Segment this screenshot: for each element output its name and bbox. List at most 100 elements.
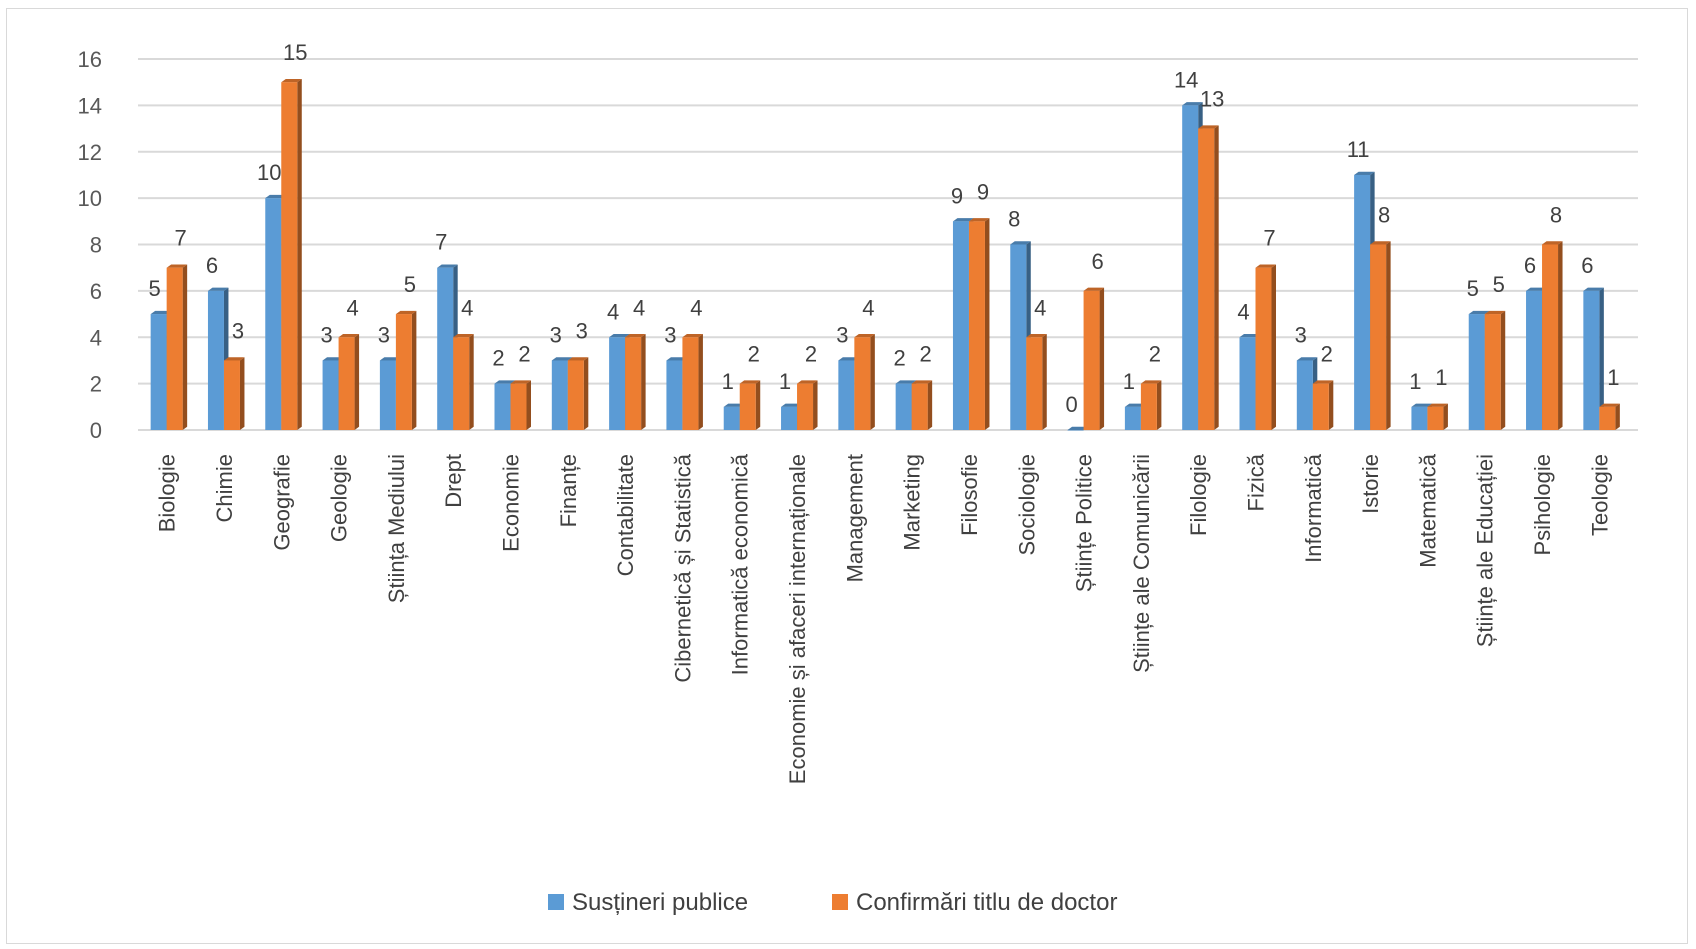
data-label: 0 [1065,392,1077,417]
y-tick-label: 0 [90,418,102,443]
bar [1484,310,1506,430]
bar-front [1354,174,1371,430]
data-label: 6 [1581,253,1593,278]
bar-top [739,380,761,384]
data-label: 5 [404,272,416,297]
bar-top [1370,241,1391,245]
bar-front [437,267,454,430]
data-label: 6 [1091,249,1103,274]
category-label: Biologie [155,454,180,532]
bar-top [1124,403,1146,407]
bar-top [666,357,687,361]
bar-front [1010,244,1027,430]
bar-top [682,334,703,338]
bar-top [625,334,646,338]
bar-front [838,360,855,430]
bar-top [551,357,573,361]
bar-top [1583,287,1604,291]
bar-top [567,357,589,361]
data-label: 1 [779,369,791,394]
bar-side [469,334,474,430]
data-label: 4 [607,299,619,324]
data-label: 1 [1409,369,1421,394]
bar-side [526,380,531,430]
data-label: 2 [805,342,817,367]
data-label: 7 [1263,226,1275,251]
bar-top [1312,380,1334,384]
bar-front [1296,360,1313,430]
category-label: Drept [441,454,466,508]
data-label: 5 [149,276,161,301]
bar-side [927,380,933,430]
bar-top [166,264,188,268]
bar-side [813,380,818,430]
bar-side [1042,334,1047,430]
y-tick-label: 10 [78,186,102,211]
data-label: 3 [320,322,332,347]
bar-front [322,360,339,430]
bar-top [1599,403,1620,407]
bar-side [1443,403,1448,430]
category-label: Științe Politice [1072,454,1097,592]
data-label: 4 [862,295,874,320]
data-label: 3 [836,322,848,347]
bar-side [411,310,417,430]
data-label: 11 [1347,137,1370,162]
bar-front [854,337,871,430]
category-label: Psihologie [1530,454,1555,556]
bar [682,334,703,430]
category-label: Geologie [327,454,352,542]
bar-front [781,406,798,430]
bar-front [265,198,282,430]
data-label: 4 [690,295,702,320]
bar-side [755,380,761,430]
data-label: 2 [894,346,906,371]
bar [1083,287,1105,430]
data-label: 1 [722,369,734,394]
data-label: 3 [664,322,676,347]
bar-front [1599,406,1616,430]
data-label: 3 [550,322,562,347]
data-label: 8 [1550,203,1562,228]
data-label: 6 [206,253,218,278]
category-label: Informatică [1301,453,1326,563]
category-label: Economie [499,454,524,552]
data-label: 2 [1321,342,1333,367]
bar [1026,334,1047,430]
bar [510,380,531,430]
bar-front [682,337,699,430]
bar-top [1083,287,1105,291]
bar-side [641,334,646,430]
bar-front [1370,244,1387,430]
bar-side [297,78,302,431]
bar-side [239,357,245,430]
bar-front [1182,105,1199,430]
category-label: Contabilitate [613,454,638,576]
category-label: Economie și afaceri internaționale [785,454,810,784]
bar-side [1099,287,1105,430]
bar [1370,241,1391,430]
bar-top [1411,403,1432,407]
bar-top [281,78,302,83]
y-tick-label: 4 [90,325,102,350]
bar [1583,287,1604,430]
category-label: Sociologie [1014,454,1039,556]
data-label: 1 [1435,365,1447,390]
bar-side [1328,380,1334,430]
bar-front [1239,337,1256,430]
bar-side [1271,264,1276,430]
category-label: Filosofie [957,454,982,536]
bar-top [968,218,990,222]
bar-front [797,383,814,430]
data-label: 5 [1467,276,1479,301]
bar [338,334,360,430]
bar-front [207,290,224,430]
bar-top [781,403,802,407]
bar-front [223,360,240,430]
bar-top [723,403,745,407]
data-label: 3 [378,322,390,347]
bar-front [1198,128,1215,430]
legend-swatch [832,894,848,910]
category-label: Științe ale Comunicării [1129,454,1154,673]
